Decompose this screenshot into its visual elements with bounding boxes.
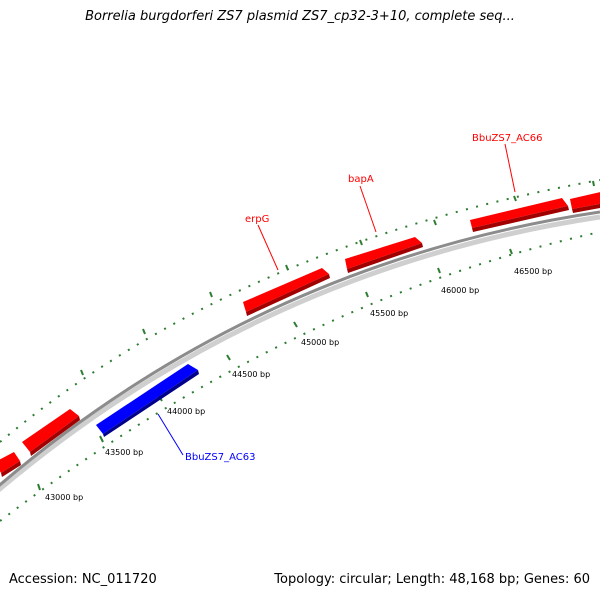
major-tick <box>509 248 513 255</box>
major-tick <box>99 435 104 443</box>
gene-arrow-erpg[interactable] <box>243 268 330 316</box>
leader-line <box>157 413 184 456</box>
summary-text: Topology: circular; Length: 48,168 bp; G… <box>274 572 590 587</box>
backbone <box>0 210 600 487</box>
map-title: Borrelia burgdorferi ZS7 plasmid ZS7_cp3… <box>85 9 515 24</box>
gene-label-erpg[interactable]: erpG <box>245 214 269 225</box>
gene-label-bapa[interactable]: bapA <box>348 174 374 185</box>
tick-label: 46500 bp <box>514 267 552 276</box>
outer-major-ticks <box>80 180 595 376</box>
major-tick <box>37 483 41 491</box>
major-tick <box>592 180 595 187</box>
tick-label: 43000 bp <box>45 493 83 502</box>
major-tick <box>513 195 517 202</box>
major-tick <box>226 354 231 361</box>
major-tick <box>365 291 369 298</box>
accession-text: Accession: NC_011720 <box>9 572 157 587</box>
gene-arrow-partial-left[interactable] <box>0 452 21 477</box>
tick-label: 45500 bp <box>370 309 408 318</box>
leader-line <box>359 185 377 233</box>
inner-tick-ring <box>0 231 600 522</box>
major-tick <box>285 264 289 271</box>
major-tick <box>437 267 441 274</box>
leader-line <box>257 224 279 271</box>
tick-label: 44500 bp <box>232 370 270 379</box>
gene-arrow-partial-right[interactable] <box>570 191 600 213</box>
major-tick <box>209 291 213 298</box>
gene-arrow-unlabeled[interactable] <box>22 409 80 456</box>
major-tick <box>80 369 84 376</box>
tick-label: 43500 bp <box>105 448 143 457</box>
major-tick <box>433 219 437 226</box>
gene-arrow-bbuzs7-ac66[interactable] <box>470 198 569 232</box>
gene-arrow-reverse[interactable] <box>96 364 199 437</box>
leader-line <box>504 143 516 193</box>
gene-label-bbuzs7-ac63[interactable]: BbuZS7_AC63 <box>185 452 255 463</box>
tick-label: 44000 bp <box>167 407 205 416</box>
gene-label-bbuzs7-ac66[interactable]: BbuZS7_AC66 <box>472 133 542 144</box>
major-tick <box>359 239 363 246</box>
backbone-shadow <box>0 214 600 493</box>
gene-arrow-bapa[interactable] <box>345 237 423 273</box>
tick-label: 46000 bp <box>441 286 479 295</box>
tick-label: 45000 bp <box>301 338 339 347</box>
major-tick <box>142 328 146 335</box>
major-tick <box>293 321 298 328</box>
